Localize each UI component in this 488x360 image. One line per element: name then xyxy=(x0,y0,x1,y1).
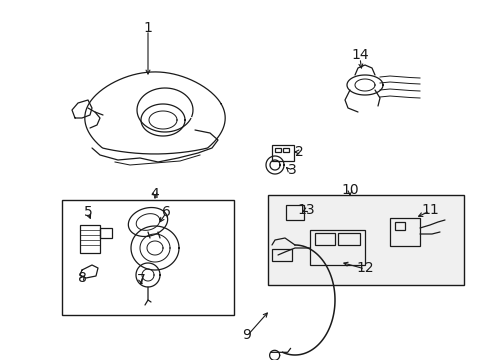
Text: 1: 1 xyxy=(143,21,152,35)
Bar xyxy=(337,233,359,245)
Bar xyxy=(62,200,234,315)
Bar xyxy=(283,148,288,152)
Text: 4: 4 xyxy=(150,187,159,201)
Text: 7: 7 xyxy=(136,273,145,287)
Text: 12: 12 xyxy=(355,261,373,275)
Text: 14: 14 xyxy=(350,48,368,62)
Text: 8: 8 xyxy=(78,271,86,285)
Bar xyxy=(394,222,404,230)
Bar xyxy=(285,205,304,220)
Text: 6: 6 xyxy=(161,205,170,219)
Text: 2: 2 xyxy=(294,145,303,159)
Bar xyxy=(271,249,291,261)
Text: 5: 5 xyxy=(83,205,92,219)
Text: 3: 3 xyxy=(287,163,296,177)
Text: 13: 13 xyxy=(297,203,314,217)
Text: 10: 10 xyxy=(341,183,358,197)
Bar xyxy=(271,145,293,161)
Bar xyxy=(80,225,100,253)
Bar xyxy=(309,230,364,265)
Text: 11: 11 xyxy=(420,203,438,217)
Bar xyxy=(389,218,419,246)
Bar xyxy=(274,148,281,152)
Text: 9: 9 xyxy=(242,328,251,342)
Bar xyxy=(267,195,463,285)
Bar xyxy=(314,233,334,245)
Bar xyxy=(100,228,112,238)
